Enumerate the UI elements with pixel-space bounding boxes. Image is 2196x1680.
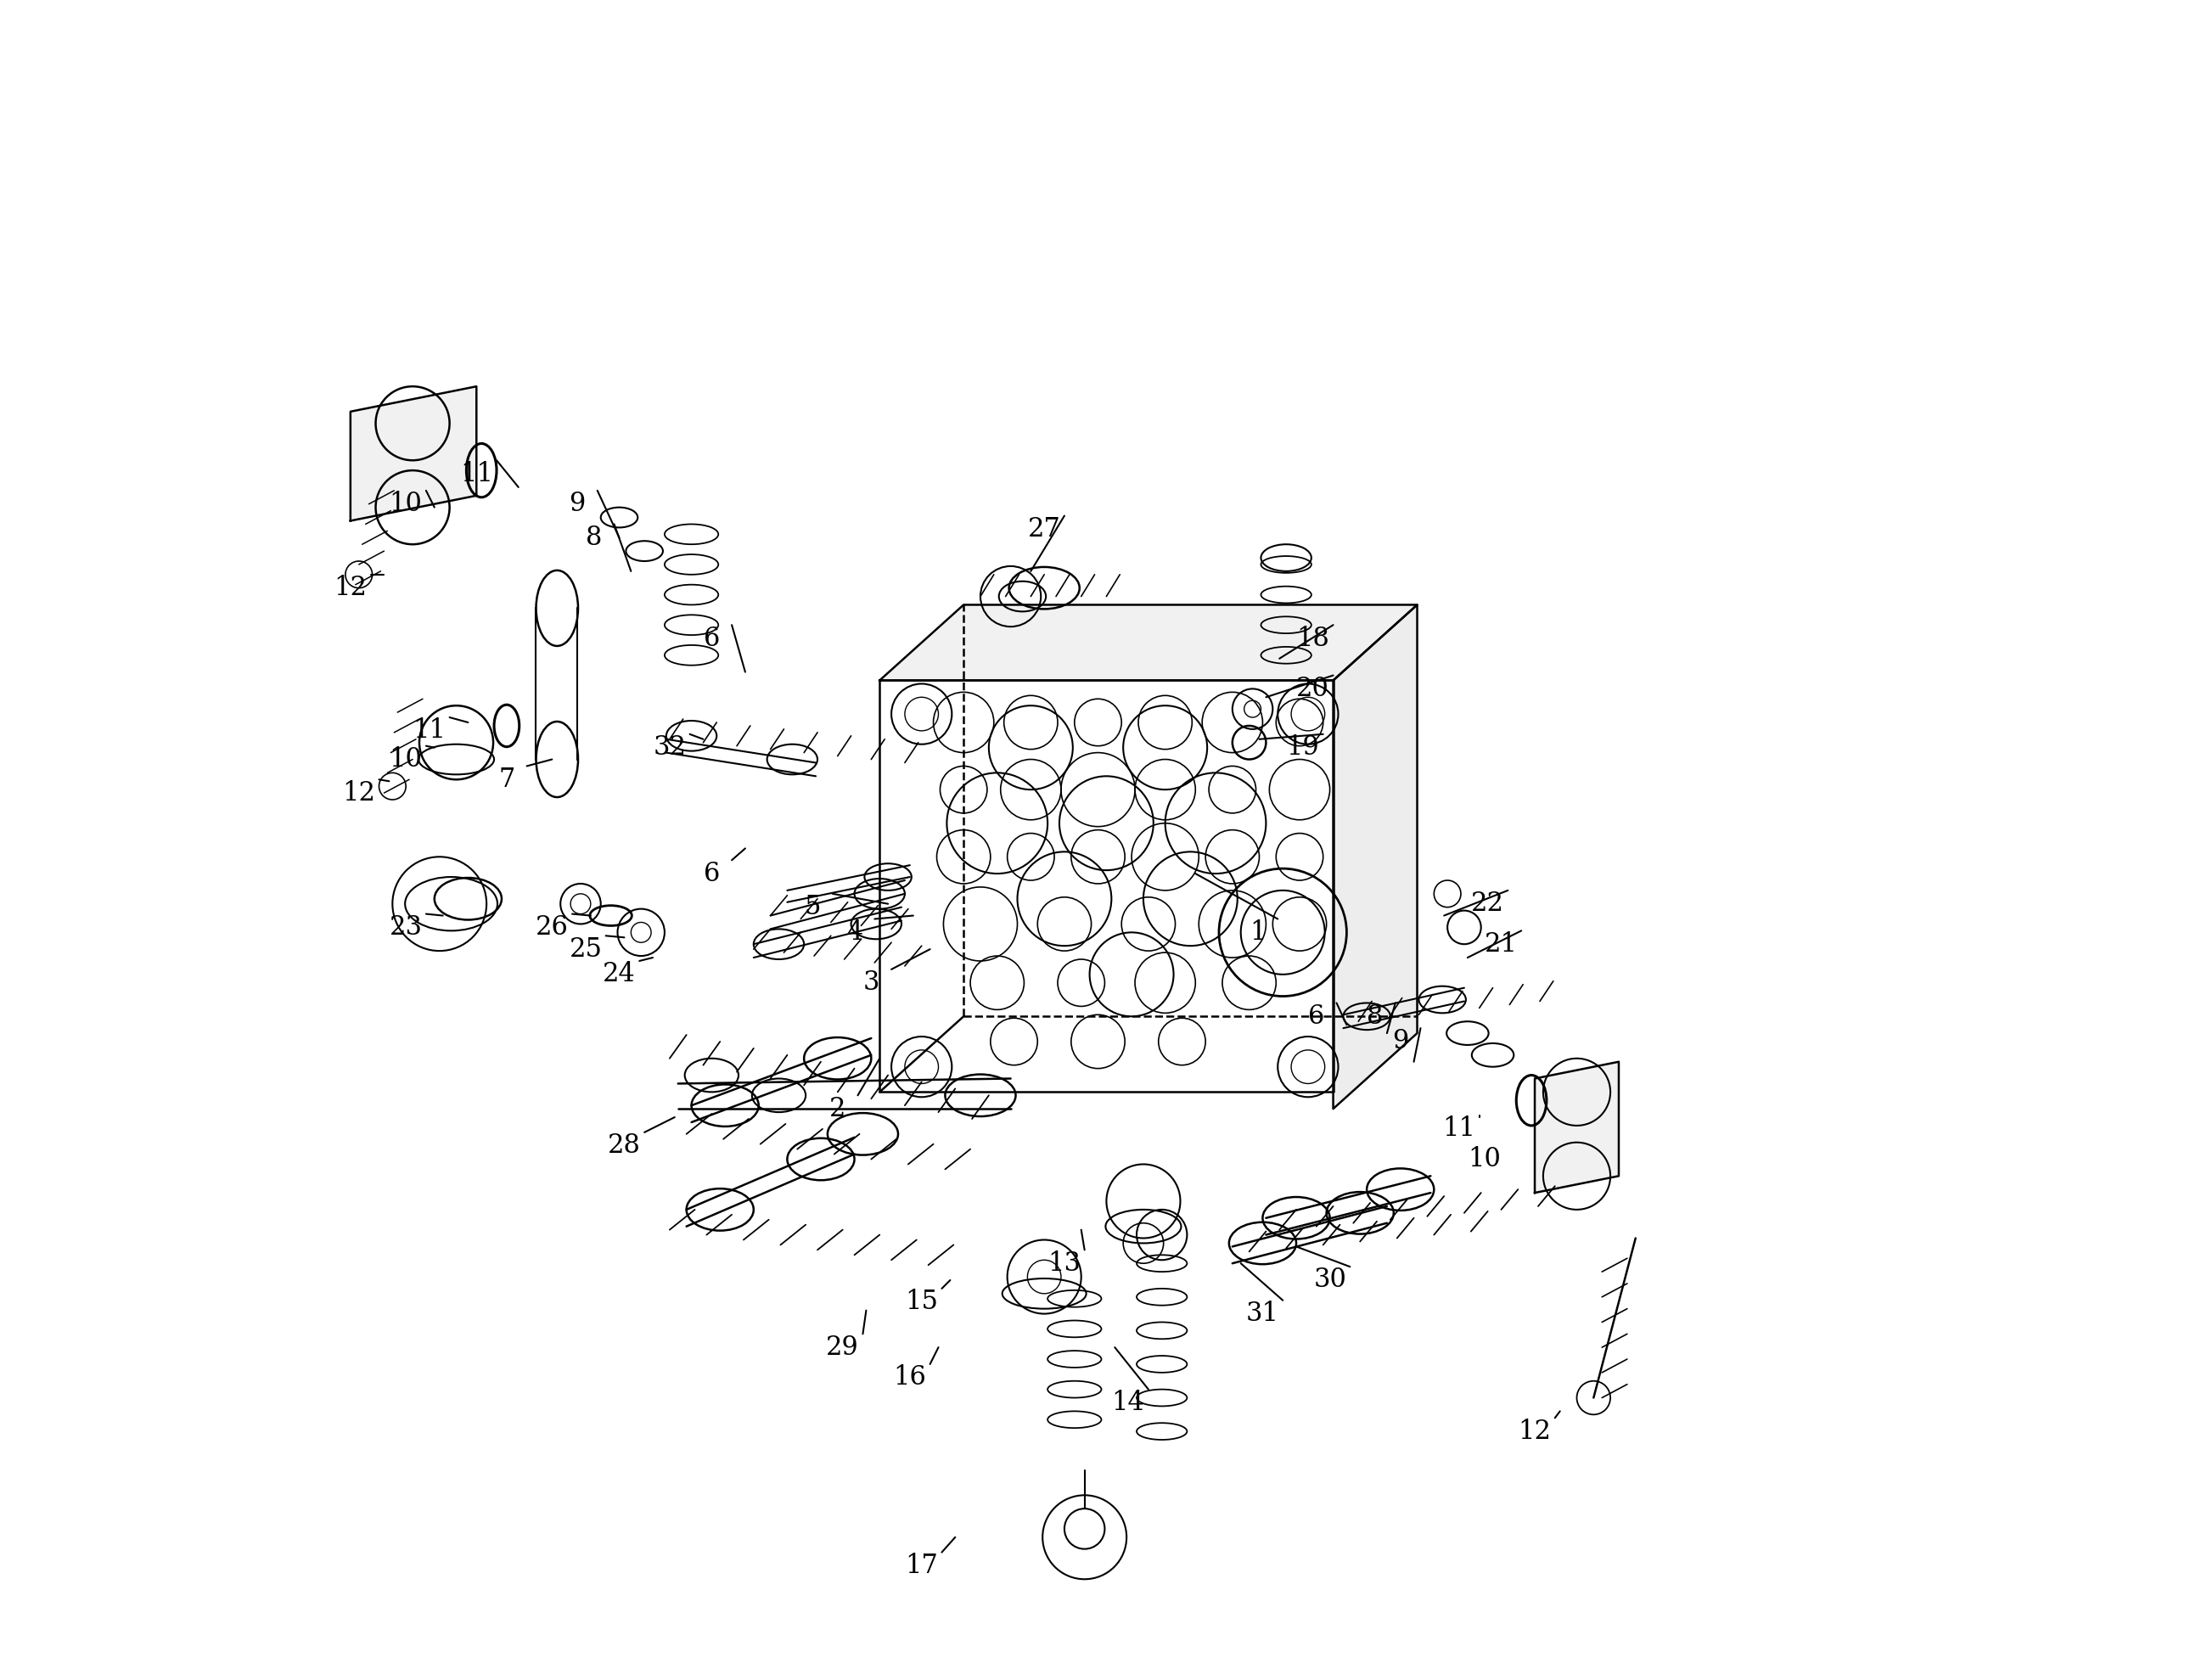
Text: 13: 13 — [1047, 1250, 1080, 1277]
Text: 18: 18 — [1296, 625, 1329, 652]
Text: 10: 10 — [389, 491, 422, 517]
Text: 23: 23 — [389, 914, 422, 941]
Text: 11: 11 — [413, 717, 446, 744]
Text: 12: 12 — [334, 575, 367, 601]
Polygon shape — [1333, 605, 1416, 1109]
Text: 11: 11 — [1443, 1116, 1476, 1142]
Text: 6: 6 — [703, 860, 720, 887]
Text: 6: 6 — [1309, 1003, 1324, 1030]
Text: 15: 15 — [905, 1289, 938, 1315]
Text: 8: 8 — [1366, 1003, 1383, 1030]
Text: 19: 19 — [1287, 734, 1320, 761]
Text: 10: 10 — [389, 746, 422, 773]
Text: 31: 31 — [1245, 1300, 1280, 1327]
Text: 28: 28 — [608, 1132, 641, 1159]
Text: 27: 27 — [1028, 516, 1061, 543]
Text: 26: 26 — [536, 914, 569, 941]
Polygon shape — [1535, 1062, 1618, 1193]
Text: 25: 25 — [569, 936, 602, 963]
Text: 21: 21 — [1484, 931, 1517, 958]
Text: 22: 22 — [1471, 890, 1504, 917]
Text: 8: 8 — [586, 524, 602, 551]
Text: 16: 16 — [894, 1364, 927, 1391]
Polygon shape — [881, 605, 1416, 680]
Text: 20: 20 — [1296, 675, 1329, 702]
Polygon shape — [351, 386, 477, 521]
Text: 11: 11 — [459, 460, 492, 487]
Text: 2: 2 — [830, 1095, 845, 1122]
Text: 14: 14 — [1111, 1389, 1144, 1416]
Text: 10: 10 — [1467, 1146, 1500, 1173]
Text: 1: 1 — [1250, 919, 1265, 946]
Text: 6: 6 — [703, 625, 720, 652]
Text: 24: 24 — [602, 961, 635, 988]
Text: 12: 12 — [343, 780, 376, 806]
Text: 3: 3 — [863, 969, 878, 996]
Text: 29: 29 — [826, 1334, 859, 1361]
Text: 9: 9 — [1392, 1028, 1408, 1055]
Text: 4: 4 — [845, 919, 863, 946]
Text: 7: 7 — [498, 766, 514, 793]
Text: 32: 32 — [652, 734, 685, 761]
Text: 5: 5 — [804, 894, 821, 921]
Text: 12: 12 — [1517, 1418, 1550, 1445]
Text: 17: 17 — [905, 1552, 938, 1579]
Text: 9: 9 — [569, 491, 586, 517]
Text: 30: 30 — [1313, 1267, 1346, 1294]
